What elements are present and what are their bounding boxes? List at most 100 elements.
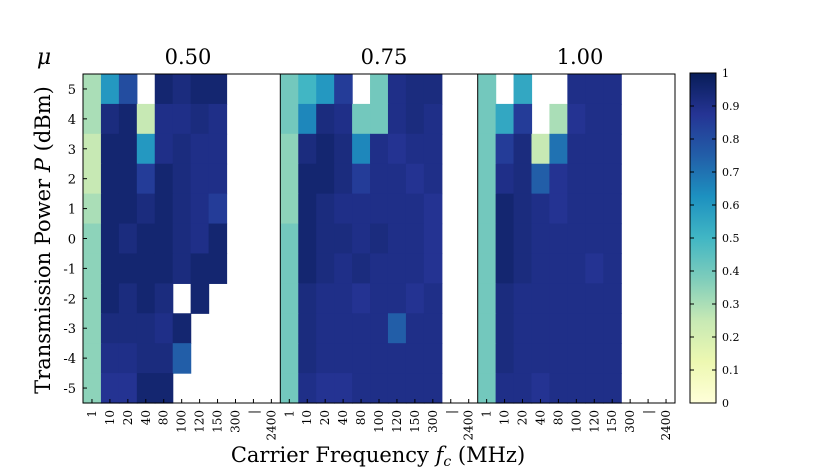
x-tick-label: 1 [85,410,99,418]
heatmap-cell [603,103,622,135]
colorbar-tick-label: 0.5 [722,232,740,245]
heatmap-cell [136,193,156,225]
heatmap-cell [513,223,533,255]
heatmap-cell [603,163,622,195]
heatmap-cell [352,343,371,374]
x-tick-label: 150 [605,410,619,433]
x-tick-label: 300 [623,410,637,433]
panel-title-0.50: 0.50 [165,45,212,69]
heatmap-cell [531,223,551,255]
heatmap-cell [531,373,551,404]
heatmap-cell [118,313,138,344]
heatmap-cell [477,193,497,225]
heatmap-cell [190,103,210,135]
x-tick-label: 10 [300,410,314,425]
heatmap-cell [190,163,210,195]
heatmap-cell [387,103,407,135]
heatmap-cell [298,253,317,284]
heatmap-cell [83,373,102,404]
heatmap-cell [423,74,443,105]
heatmap-cell [280,163,299,195]
heatmap-cell [352,373,371,404]
heatmap-cell [298,163,317,195]
heatmap-cell [513,343,533,374]
heatmap-cell [352,193,371,225]
heatmap-cell [172,313,192,344]
heatmap-cell [387,283,407,314]
x-axis-ticks: 1 10 20 40 80 100 120 150 300 | 2400 1 10 20 40 80 100 12… [85,399,673,441]
heatmap-cell [513,133,533,165]
colorbar-tick-label: 1 [722,67,729,80]
heatmap-cell [513,163,533,195]
heatmap-cell [298,343,317,374]
heatmap-cell [549,313,568,344]
x-tick-label: 20 [516,410,530,425]
heatmap-cell [567,163,586,195]
heatmap-cell [100,253,120,284]
heatmap-cell [603,74,622,105]
x-tick-label: 120 [587,410,601,433]
heatmap-cell [334,253,353,284]
heatmap-cell [208,74,228,105]
heatmap-cell [316,74,335,105]
heatmap-cell [136,163,156,195]
heatmap-cell [585,313,604,344]
heatmap-cell [100,193,120,225]
heatmap-cell [495,223,515,255]
x-tick-label: 20 [121,410,135,425]
heatmap-cell [208,193,228,225]
x-tick-label: | [641,410,655,414]
heatmap-cell [387,253,407,284]
heatmap-cell [370,74,389,105]
heatmap-cell [405,103,425,135]
heatmap-cell [370,133,389,165]
heatmap-cell [100,133,120,165]
heatmap-cell [280,103,299,135]
heatmap-cell [334,313,353,344]
heatmap-cell [370,193,389,225]
colorbar-tick-label: 0.6 [722,199,740,212]
colorbar-tick-label: 0.4 [722,265,740,278]
heatmap-cell [280,253,299,284]
x-tick-label: 80 [157,410,171,425]
heatmap-cell [585,223,604,255]
heatmap-cell [298,193,317,225]
heatmap-cell [549,163,568,195]
heatmap-cell [136,133,156,165]
heatmap-cell [387,133,407,165]
heatmap-cell [513,193,533,225]
heatmap-cell [83,223,102,255]
x-tick-label: 40 [139,410,153,425]
heatmap-cell [567,313,586,344]
heatmap-cell [405,163,425,195]
heatmap-cell [154,223,174,255]
colorbar-tick-label: 0.8 [722,133,740,146]
heatmap-cell [387,193,407,225]
heatmap-cell [531,253,551,284]
heatmap-cell [190,74,210,105]
heatmap-cell [370,163,389,195]
x-tick-label: 100 [372,410,386,433]
heatmap-cell [83,103,102,135]
heatmap-cell [549,343,568,374]
heatmap-cell [100,313,120,344]
heatmap-cell [136,283,156,314]
heatmap-cell [567,223,586,255]
heatmap-cell [405,74,425,105]
heatmap-cell [118,103,138,135]
heatmap-cell [405,223,425,255]
x-tick-label: 100 [175,410,189,433]
heatmap-cell [172,253,192,284]
heatmap-cell [567,133,586,165]
heatmap-cell [172,103,192,135]
heatmap-cell [603,223,622,255]
heatmap-cell [316,253,335,284]
heatmap-cell [280,193,299,225]
heatmap-cell [405,253,425,284]
heatmap-cell [154,343,174,374]
heatmap-cell [585,343,604,374]
heatmap-cell [387,223,407,255]
heatmap-cell [370,103,389,135]
heatmap-cell [316,103,335,135]
